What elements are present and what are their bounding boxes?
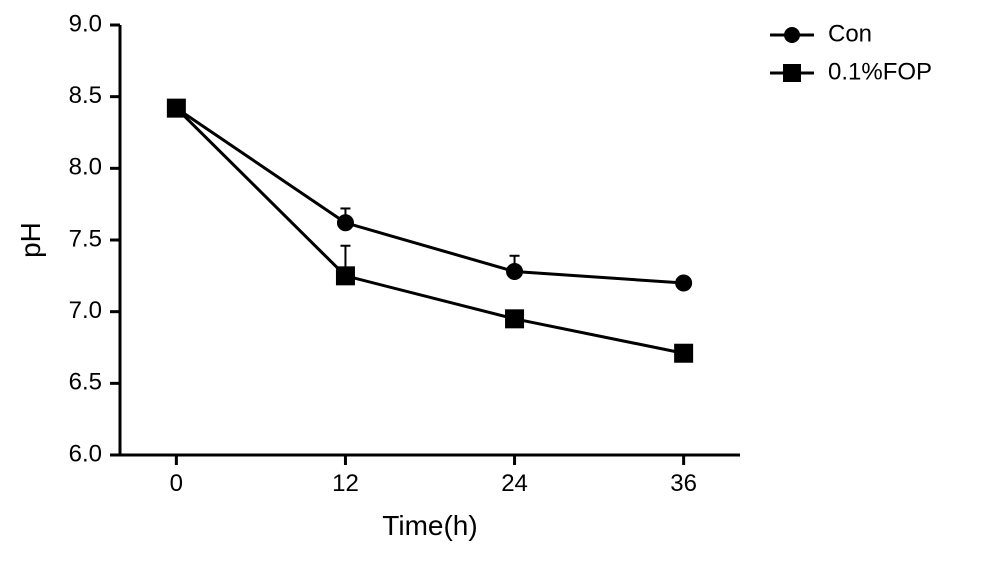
legend-label: Con <box>828 20 872 47</box>
legend-label: 0.1%FOP <box>828 58 932 85</box>
x-tick-label: 36 <box>670 470 697 497</box>
y-tick-label: 8.5 <box>69 82 102 109</box>
y-tick-label: 9.0 <box>69 10 102 37</box>
ph-time-chart: 6.0 6.5 7.0 7.5 8.0 8.5 9.0 0 12 24 36 pH Time(h) Con… <box>0 0 1000 567</box>
y-tick-label: 6.5 <box>69 369 102 396</box>
legend-marker-circle <box>784 27 800 43</box>
marker-circle <box>337 215 353 231</box>
marker-circle <box>676 275 692 291</box>
y-axis-label: pH <box>15 222 46 258</box>
legend-marker-square <box>783 64 801 82</box>
y-tick-label: 7.5 <box>69 225 102 252</box>
marker-square <box>167 99 185 117</box>
x-tick-label: 0 <box>170 470 183 497</box>
marker-square <box>506 310 524 328</box>
y-tick-label: 8.0 <box>69 154 102 181</box>
y-tick-label: 6.0 <box>69 440 102 467</box>
marker-circle <box>507 264 523 280</box>
marker-square <box>675 344 693 362</box>
x-axis-label: Time(h) <box>382 510 477 541</box>
x-tick-label: 24 <box>501 470 528 497</box>
y-tick-label: 7.0 <box>69 297 102 324</box>
marker-square <box>336 267 354 285</box>
x-tick-label: 12 <box>332 470 359 497</box>
